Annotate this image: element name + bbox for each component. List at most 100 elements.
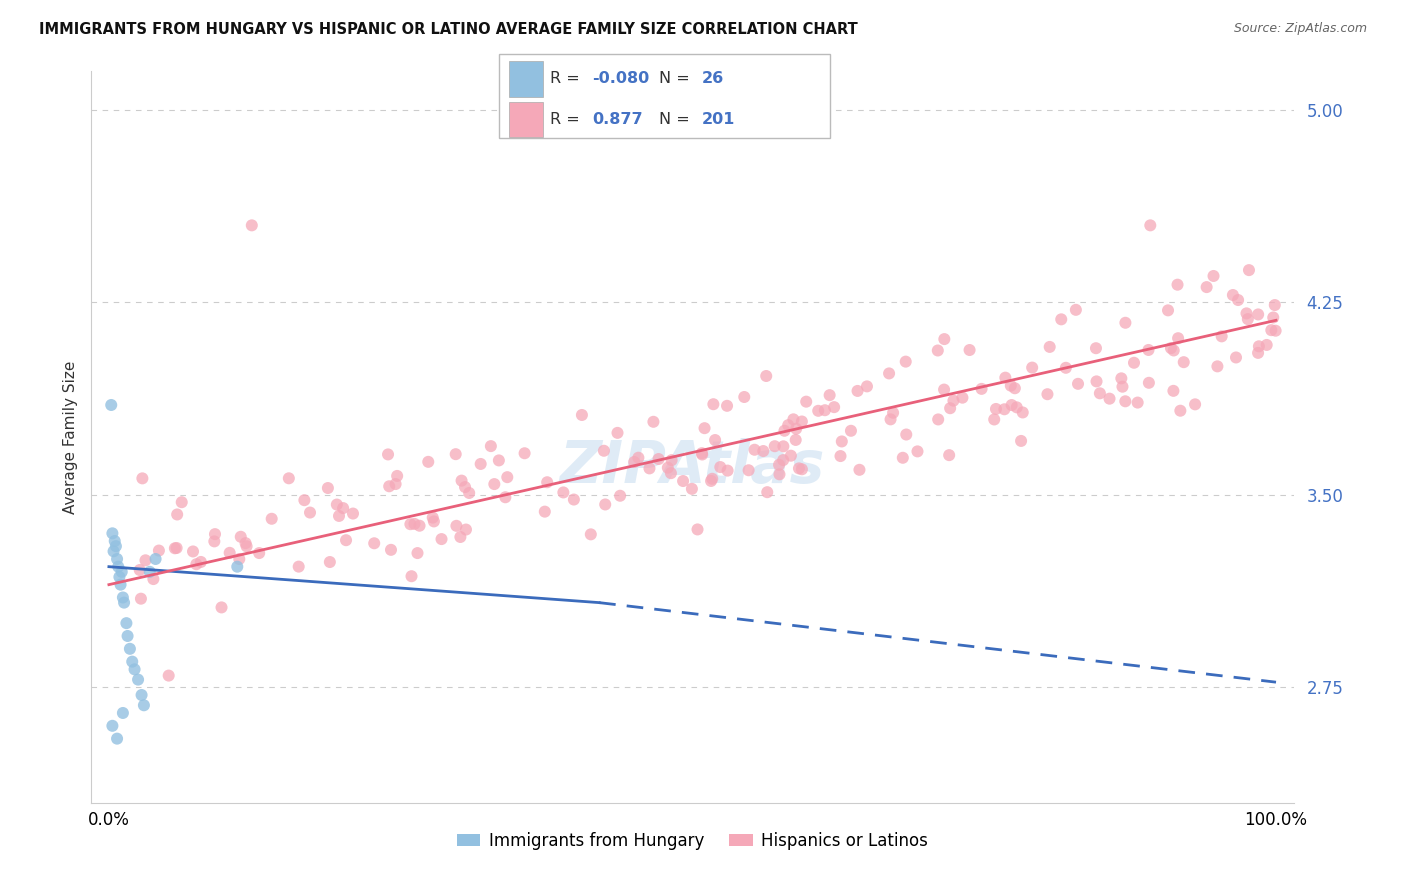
Legend: Immigrants from Hungary, Hispanics or Latinos: Immigrants from Hungary, Hispanics or La…: [450, 825, 935, 856]
Point: [104, 539, 127, 553]
Point: [1123, 356, 1146, 370]
Point: [1160, 341, 1182, 355]
Point: [494, 490, 516, 504]
Point: [818, 388, 841, 402]
Point: [939, 401, 962, 416]
Point: [907, 444, 929, 458]
Point: [755, 369, 778, 384]
Point: [927, 412, 949, 426]
Text: 201: 201: [702, 112, 735, 128]
Point: [157, 668, 180, 682]
Point: [690, 448, 713, 462]
Point: [1137, 376, 1160, 390]
Point: [163, 541, 186, 556]
Text: R =: R =: [550, 112, 585, 128]
Point: [384, 477, 406, 491]
Point: [1067, 376, 1090, 391]
Point: [446, 518, 468, 533]
Point: [1264, 324, 1286, 338]
Point: [363, 536, 385, 550]
Point: [326, 498, 349, 512]
Point: [101, 526, 124, 541]
Point: [934, 332, 956, 346]
Point: [983, 412, 1005, 426]
Point: [401, 569, 423, 583]
Point: [681, 482, 703, 496]
Point: [105, 552, 128, 566]
Point: [1021, 360, 1043, 375]
Point: [768, 467, 790, 482]
Point: [896, 427, 918, 442]
Text: 0.877: 0.877: [592, 112, 643, 128]
Point: [882, 406, 904, 420]
Point: [335, 533, 357, 548]
Point: [839, 424, 862, 438]
Point: [1088, 386, 1111, 401]
Point: [773, 424, 796, 438]
Point: [823, 400, 845, 414]
Point: [108, 570, 131, 584]
Point: [103, 544, 125, 558]
Text: N =: N =: [659, 71, 696, 87]
Point: [332, 501, 354, 516]
Point: [111, 706, 134, 720]
Point: [1137, 343, 1160, 357]
Point: [579, 527, 602, 541]
Point: [1264, 298, 1286, 312]
Point: [235, 539, 257, 553]
Point: [1184, 397, 1206, 411]
Point: [744, 442, 766, 457]
Point: [235, 536, 257, 550]
Point: [690, 446, 713, 460]
Point: [807, 404, 830, 418]
Point: [121, 655, 143, 669]
Point: [129, 591, 152, 606]
Point: [794, 394, 817, 409]
Point: [1211, 329, 1233, 343]
Point: [145, 552, 167, 566]
Point: [190, 555, 212, 569]
Point: [115, 616, 138, 631]
Point: [418, 455, 440, 469]
Point: [877, 367, 900, 381]
Point: [952, 391, 974, 405]
Point: [112, 596, 135, 610]
Point: [1173, 355, 1195, 369]
Point: [1098, 392, 1121, 406]
Point: [702, 472, 724, 486]
Text: Source: ZipAtlas.com: Source: ZipAtlas.com: [1233, 22, 1367, 36]
Point: [1010, 434, 1032, 448]
Point: [128, 563, 150, 577]
Point: [536, 475, 558, 490]
Point: [484, 477, 506, 491]
Point: [124, 662, 146, 676]
Point: [1247, 308, 1270, 322]
Point: [277, 471, 299, 485]
Point: [756, 485, 779, 500]
Point: [984, 401, 1007, 416]
Point: [1167, 277, 1189, 292]
Point: [131, 688, 153, 702]
Point: [638, 461, 661, 475]
Point: [202, 534, 225, 549]
Point: [700, 474, 723, 488]
Point: [814, 403, 837, 417]
Point: [287, 559, 309, 574]
Point: [856, 379, 879, 393]
Point: [643, 415, 665, 429]
Point: [166, 508, 188, 522]
Point: [450, 474, 472, 488]
Point: [134, 553, 156, 567]
Point: [737, 463, 759, 477]
Point: [111, 591, 134, 605]
Point: [704, 433, 727, 447]
Point: [292, 493, 315, 508]
Point: [1084, 341, 1107, 355]
Point: [454, 480, 477, 494]
Point: [831, 434, 853, 449]
Point: [1000, 378, 1022, 392]
Point: [342, 507, 364, 521]
Point: [1247, 339, 1270, 353]
Point: [938, 448, 960, 462]
Point: [894, 354, 917, 368]
